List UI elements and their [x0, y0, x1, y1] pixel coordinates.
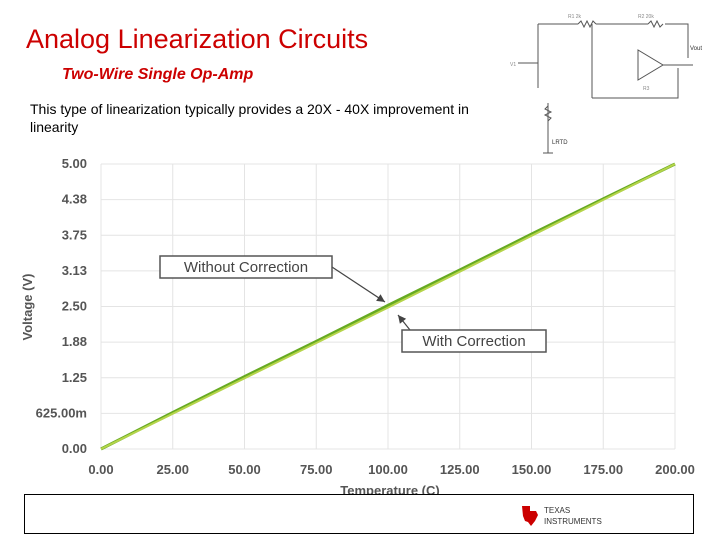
- svg-text:R1 2k: R1 2k: [568, 14, 582, 20]
- y-tick-label: 4.38: [62, 192, 87, 207]
- footer-bar: [24, 494, 694, 534]
- x-tick-label: 200.00: [655, 462, 695, 477]
- y-tick-label: 0.00: [62, 441, 87, 456]
- logo-line-2: INSTRUMENTS: [544, 517, 602, 526]
- x-tick-label: 50.00: [228, 462, 261, 477]
- y-tick-label: 1.88: [62, 334, 87, 349]
- y-tick-label: 3.75: [62, 227, 87, 242]
- circuit-schematic: R1 2k R2 20k R3 V1 Vout LRTD: [510, 14, 702, 154]
- y-tick-label: 2.50: [62, 299, 87, 314]
- y-axis-label: Voltage (V): [20, 274, 35, 341]
- series-line-with-correction: [100, 163, 676, 450]
- y-tick-labels: 0.00 625.00m 1.25 1.88 2.50 3.13 3.75 4.38 5.00: [36, 156, 87, 456]
- annotation-arrow: [331, 266, 386, 303]
- slide-title: Analog Linearization Circuits: [26, 24, 369, 54]
- annotation-arrowhead: [376, 294, 385, 302]
- series-line-without-correction: [100, 162, 676, 451]
- x-tick-labels: 0.00 25.00 50.00 75.00 100.00 125.00 150.00 175…: [88, 462, 695, 477]
- x-tick-label: 175.00: [583, 462, 623, 477]
- annotation-label: Without Correction: [184, 259, 308, 276]
- line-chart: 0.00625.00m1.251.882.503.133.754.385.00 …: [20, 156, 695, 498]
- slide-description: This type of linearization typically pro…: [30, 101, 469, 135]
- annotation-box: [401, 329, 547, 353]
- chart-annotations: Without Correction With Correction: [159, 255, 547, 353]
- annotation-box: [159, 255, 333, 279]
- svg-text:V1: V1: [510, 62, 516, 68]
- svg-text:R3: R3: [643, 86, 650, 92]
- vout-label: Vout: [690, 46, 702, 52]
- texas-state-icon: [522, 506, 538, 526]
- annotation-arrowhead: [398, 315, 407, 324]
- x-tick-label: 0.00: [88, 462, 113, 477]
- x-tick-label: 25.00: [156, 462, 189, 477]
- x-tick-label: 75.00: [300, 462, 333, 477]
- annotation-label: With Correction: [422, 333, 525, 350]
- x-tick-label: 100.00: [368, 462, 408, 477]
- texas-instruments-logo: TEXAS INSTRUMENTS: [522, 506, 602, 526]
- rtd-label: LRTD: [552, 140, 568, 146]
- x-tick-label: 150.00: [512, 462, 552, 477]
- x-tick-label: 125.00: [440, 462, 480, 477]
- y-tick-label: 1.25: [62, 370, 87, 385]
- y-tick-label: 3.13: [62, 263, 87, 278]
- svg-text:R2 20k: R2 20k: [638, 14, 654, 20]
- y-tick-label: 625.00m: [36, 405, 87, 420]
- series-lines: [100, 162, 676, 451]
- slide-subtitle: Two-Wire Single Op-Amp: [62, 66, 254, 83]
- y-tick-label: 5.00: [62, 156, 87, 171]
- logo-line-1: TEXAS: [544, 506, 570, 515]
